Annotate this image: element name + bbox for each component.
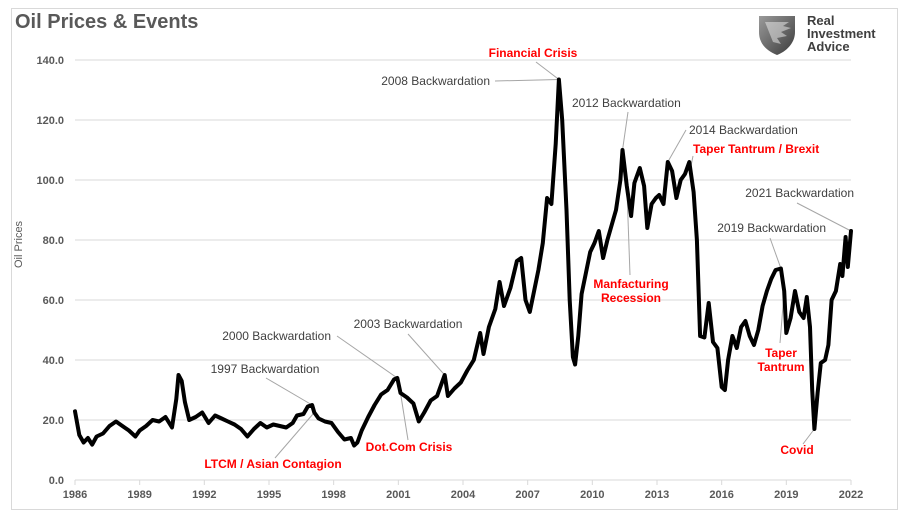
- x-tick-label: 1989: [127, 489, 151, 501]
- annotation-covid: Covid: [780, 443, 813, 457]
- annotation-dot-com-crisis: Dot.Com Crisis: [366, 440, 453, 454]
- y-tick-label: 20.0: [43, 415, 64, 427]
- annotation-leader-line: [336, 335, 398, 379]
- x-tick-label: 2013: [645, 489, 669, 501]
- logo-line-advice: Advice: [807, 39, 850, 54]
- chart-frame: [11, 8, 898, 510]
- annotation-leader-line: [399, 392, 409, 441]
- x-tick-label: 2007: [515, 489, 539, 501]
- annotation-leader-line: [796, 202, 852, 232]
- y-tick-label: 100.0: [36, 175, 64, 187]
- annotation-2008-backwardation: 2008 Backwardation: [381, 74, 490, 88]
- annotation-leader-line: [667, 129, 687, 163]
- annotation-1997-backwardation: 1997 Backwardation: [211, 362, 320, 376]
- y-tick-label: 120.0: [36, 115, 64, 127]
- annotation-2014-backwardation: 2014 Backwardation: [689, 123, 798, 137]
- annotation-taper-tantrum: Tantrum: [757, 360, 804, 374]
- x-tick-label: 1995: [257, 489, 281, 501]
- annotation-2003-backwardation: 2003 Backwardation: [354, 317, 463, 331]
- x-tick-label: 1986: [63, 489, 87, 501]
- y-tick-label: 80.0: [43, 235, 64, 247]
- annotation-taper-tantrum-brexit: Taper Tantrum / Brexit: [693, 142, 819, 156]
- annotation-2000-backwardation: 2000 Backwardation: [222, 329, 331, 343]
- x-tick-label: 2016: [709, 489, 733, 501]
- logo: Real Investment Advice: [755, 12, 885, 56]
- annotation-leader-line: [769, 237, 782, 269]
- eagle-shield-icon: [759, 16, 795, 55]
- chart-title: Oil Prices & Events: [15, 11, 199, 33]
- annotation-leader-line: [407, 333, 446, 376]
- annotation-leader-line: [535, 61, 560, 80]
- annotation-ltcm-asian-contagion: LTCM / Asian Contagion: [204, 457, 341, 471]
- annotation-leader-line: [274, 412, 315, 459]
- x-tick-label: 2019: [774, 489, 798, 501]
- annotation-leader-line: [802, 428, 815, 445]
- annotation-2019-backwardation: 2019 Backwardation: [717, 221, 826, 235]
- y-tick-label: 140.0: [36, 55, 64, 67]
- y-tick-label: 40.0: [43, 355, 64, 367]
- x-tick-label: 2001: [386, 489, 410, 501]
- annotation-2021-backwardation: 2021 Backwardation: [745, 186, 854, 200]
- annotation-leader-line: [265, 377, 313, 406]
- y-tick-label: 60.0: [43, 295, 64, 307]
- logo-text: Real Investment Advice: [807, 14, 876, 53]
- series-line-oil-price: [73, 77, 853, 448]
- y-tick-label: 0.0: [49, 475, 64, 487]
- x-tick-label: 2022: [839, 489, 863, 501]
- x-tick-label: 2004: [451, 489, 476, 501]
- annotation-2012-backwardation: 2012 Backwardation: [572, 96, 681, 110]
- annotation-financial-crisis: Financial Crisis: [489, 46, 578, 60]
- logo-line-real: Real: [807, 13, 835, 28]
- annotation-manfacturing-recession: Manfacturing: [593, 277, 668, 291]
- x-tick-label: 2010: [580, 489, 604, 501]
- annotation-leader-line: [494, 79, 559, 82]
- x-tick-label: 1998: [321, 489, 345, 501]
- annotation-taper-tantrum: Taper: [765, 346, 797, 360]
- x-tick-label: 1992: [192, 489, 216, 501]
- logo-line-investment: Investment: [807, 26, 876, 41]
- annotation-leader-line: [622, 111, 629, 151]
- annotation-manfacturing-recession: Recession: [601, 291, 661, 305]
